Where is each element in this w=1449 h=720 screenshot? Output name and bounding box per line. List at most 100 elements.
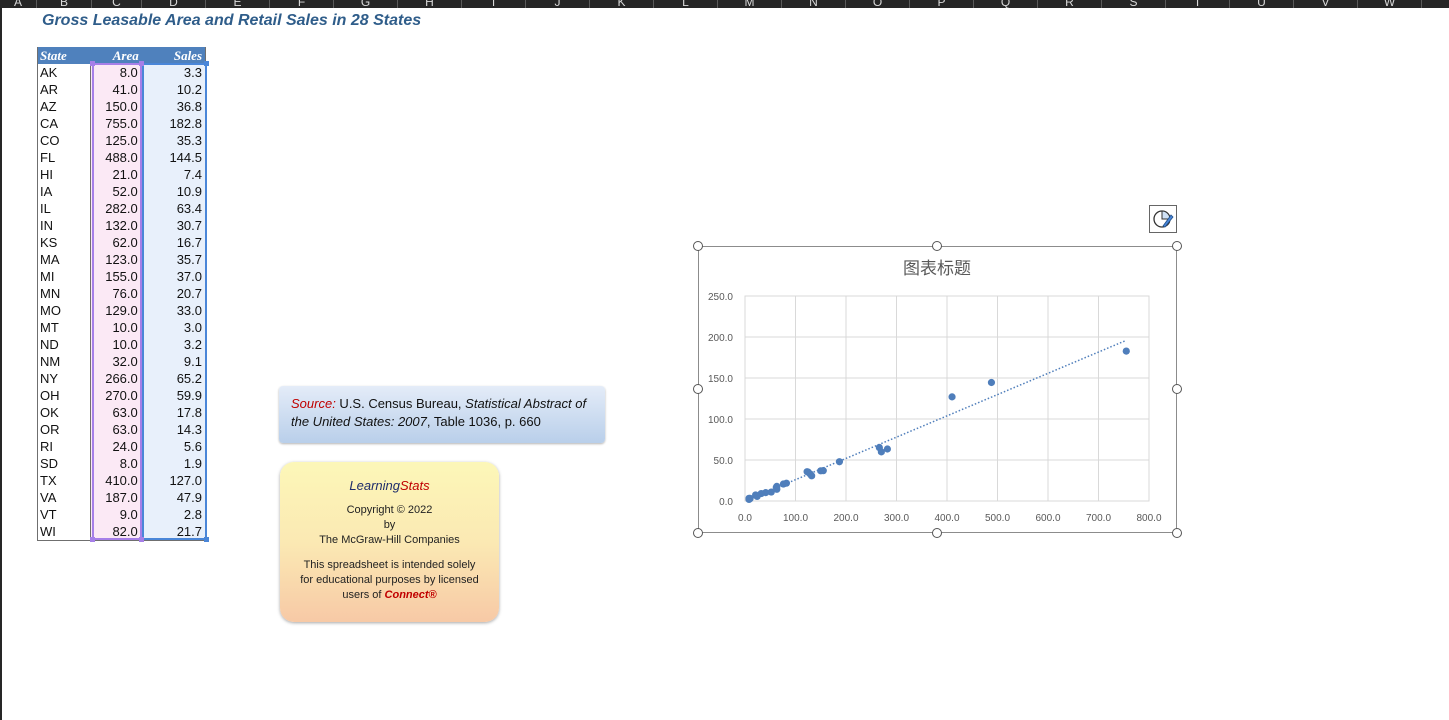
- column-header-u[interactable]: U: [1230, 0, 1294, 8]
- cell-state[interactable]: IL: [38, 200, 92, 217]
- cell-state[interactable]: MO: [38, 302, 92, 319]
- cell-state[interactable]: TX: [38, 472, 92, 489]
- cell-area[interactable]: 52.0: [91, 183, 142, 200]
- cell-sales[interactable]: 35.7: [141, 251, 205, 268]
- selection-handle[interactable]: [204, 61, 209, 66]
- column-header-n[interactable]: N: [782, 0, 846, 8]
- column-header-m[interactable]: M: [718, 0, 782, 8]
- cell-state[interactable]: WI: [38, 523, 92, 540]
- cell-state[interactable]: AZ: [38, 98, 92, 115]
- cell-area[interactable]: 410.0: [91, 472, 142, 489]
- column-header-k[interactable]: K: [590, 0, 654, 8]
- column-header-r[interactable]: R: [1038, 0, 1102, 8]
- column-header-d[interactable]: D: [142, 0, 206, 8]
- resize-handle-right[interactable]: [1172, 384, 1182, 394]
- cell-area[interactable]: 488.0: [91, 149, 142, 166]
- resize-handle-left[interactable]: [693, 384, 703, 394]
- column-header-l[interactable]: L: [654, 0, 718, 8]
- header-state[interactable]: State: [40, 48, 67, 63]
- cell-area[interactable]: 24.0: [91, 438, 142, 455]
- column-header-c[interactable]: C: [92, 0, 142, 8]
- cell-area[interactable]: 62.0: [91, 234, 142, 251]
- cell-state[interactable]: CA: [38, 115, 92, 132]
- cell-sales[interactable]: 3.0: [141, 319, 205, 336]
- selection-handle[interactable]: [139, 61, 144, 66]
- cell-state[interactable]: AR: [38, 81, 92, 98]
- cell-sales[interactable]: 10.2: [141, 81, 205, 98]
- cell-sales[interactable]: 30.7: [141, 217, 205, 234]
- cell-sales[interactable]: 17.8: [141, 404, 205, 421]
- learningstats-box[interactable]: LearningStats Copyright © 2022 by The Mc…: [280, 462, 499, 622]
- cell-area[interactable]: 266.0: [91, 370, 142, 387]
- column-header-i[interactable]: I: [462, 0, 526, 8]
- cell-sales[interactable]: 63.4: [141, 200, 205, 217]
- cell-state[interactable]: VT: [38, 506, 92, 523]
- cell-sales[interactable]: 16.7: [141, 234, 205, 251]
- cell-area[interactable]: 10.0: [91, 319, 142, 336]
- cell-area[interactable]: 755.0: [91, 115, 142, 132]
- selection-handle[interactable]: [90, 537, 95, 542]
- sheet-title[interactable]: Gross Leasable Area and Retail Sales in …: [42, 12, 422, 29]
- column-header-h[interactable]: H: [398, 0, 462, 8]
- cell-state[interactable]: KS: [38, 234, 92, 251]
- cell-state[interactable]: RI: [38, 438, 92, 455]
- column-header-s[interactable]: S: [1102, 0, 1166, 8]
- cell-sales[interactable]: 3.3: [141, 64, 205, 81]
- cell-state[interactable]: NY: [38, 370, 92, 387]
- cell-sales[interactable]: 2.8: [141, 506, 205, 523]
- cell-sales[interactable]: 144.5: [141, 149, 205, 166]
- cell-state[interactable]: VA: [38, 489, 92, 506]
- cell-sales[interactable]: 9.1: [141, 353, 205, 370]
- cell-state[interactable]: NM: [38, 353, 92, 370]
- cell-area[interactable]: 63.0: [91, 404, 142, 421]
- resize-handle-top-left[interactable]: [693, 241, 703, 251]
- source-note-box[interactable]: Source: U.S. Census Bureau, Statistical …: [279, 386, 605, 443]
- cell-state[interactable]: OH: [38, 387, 92, 404]
- selection-handle[interactable]: [139, 537, 144, 542]
- cell-sales[interactable]: 3.2: [141, 336, 205, 353]
- cell-state[interactable]: MA: [38, 251, 92, 268]
- column-header-a[interactable]: A: [0, 0, 37, 8]
- resize-handle-bottom-left[interactable]: [693, 528, 703, 538]
- cell-sales[interactable]: 65.2: [141, 370, 205, 387]
- column-header-o[interactable]: O: [846, 0, 910, 8]
- cell-area[interactable]: 129.0: [91, 302, 142, 319]
- cell-area[interactable]: 132.0: [91, 217, 142, 234]
- cell-sales[interactable]: 35.3: [141, 132, 205, 149]
- cell-sales[interactable]: 10.9: [141, 183, 205, 200]
- cell-sales[interactable]: 33.0: [141, 302, 205, 319]
- cell-sales[interactable]: 36.8: [141, 98, 205, 115]
- resize-handle-bottom-right[interactable]: [1172, 528, 1182, 538]
- selection-handle[interactable]: [204, 537, 209, 542]
- cell-area[interactable]: 8.0: [91, 455, 142, 472]
- resize-handle-top-right[interactable]: [1172, 241, 1182, 251]
- cell-sales[interactable]: 5.6: [141, 438, 205, 455]
- column-header-j[interactable]: J: [526, 0, 590, 8]
- cell-state[interactable]: MT: [38, 319, 92, 336]
- column-header-v[interactable]: V: [1294, 0, 1358, 8]
- cell-area[interactable]: 8.0: [91, 64, 142, 81]
- cell-sales[interactable]: 37.0: [141, 268, 205, 285]
- column-header-g[interactable]: G: [334, 0, 398, 8]
- cell-state[interactable]: MI: [38, 268, 92, 285]
- resize-handle-bottom[interactable]: [932, 528, 942, 538]
- cell-state[interactable]: AK: [38, 64, 92, 81]
- cell-sales[interactable]: 7.4: [141, 166, 205, 183]
- cell-state[interactable]: CO: [38, 132, 92, 149]
- cell-area[interactable]: 270.0: [91, 387, 142, 404]
- cell-state[interactable]: FL: [38, 149, 92, 166]
- column-header-b[interactable]: B: [37, 0, 92, 8]
- selection-handle[interactable]: [90, 61, 95, 66]
- cell-area[interactable]: 125.0: [91, 132, 142, 149]
- cell-area[interactable]: 10.0: [91, 336, 142, 353]
- column-header-w[interactable]: W: [1358, 0, 1422, 8]
- cell-area[interactable]: 63.0: [91, 421, 142, 438]
- cell-sales[interactable]: 21.7: [141, 523, 205, 540]
- cell-state[interactable]: OK: [38, 404, 92, 421]
- cell-area[interactable]: 9.0: [91, 506, 142, 523]
- cell-sales[interactable]: 127.0: [141, 472, 205, 489]
- cell-sales[interactable]: 182.8: [141, 115, 205, 132]
- scatter-chart[interactable]: 图表标题 0.0 100.0 200.0 300.0 400.0 500.0 600.0 700…: [698, 246, 1177, 533]
- cell-area[interactable]: 76.0: [91, 285, 142, 302]
- column-header-e[interactable]: E: [206, 0, 270, 8]
